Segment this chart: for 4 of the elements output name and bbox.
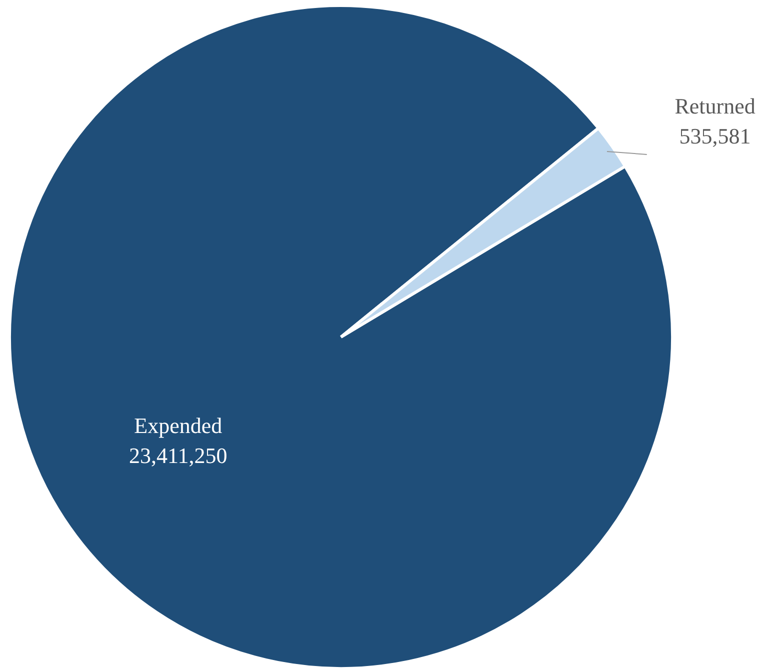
slice-label: Expended (134, 412, 222, 438)
data-label: 535,581 (679, 123, 751, 148)
slice-label: Returned (674, 93, 756, 118)
data-label: 23,411,250 (129, 442, 228, 468)
